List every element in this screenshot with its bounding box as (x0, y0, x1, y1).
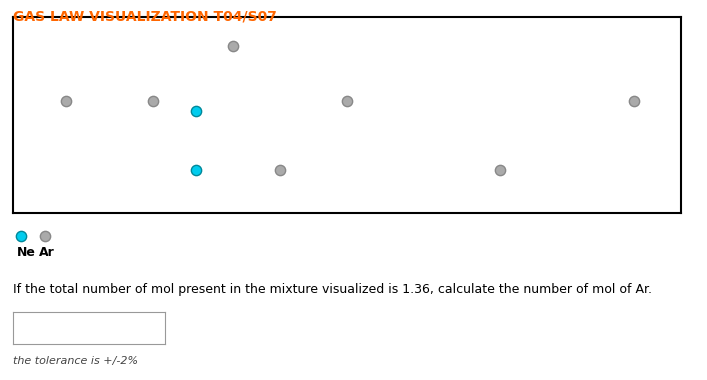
Point (629, 98, 640, 104)
Text: If the total number of mol present in the mixture visualized is 1.36, calculate : If the total number of mol present in th… (13, 283, 652, 296)
Point (228, 43, 239, 49)
Point (61, 98, 72, 104)
Point (495, 167, 506, 173)
Point (191, 108, 202, 114)
Text: Ar: Ar (39, 246, 55, 259)
Text: GAS LAW VISUALIZATION T04/S07: GAS LAW VISUALIZATION T04/S07 (13, 10, 276, 24)
Point (39, 233, 50, 239)
Point (16, 233, 27, 239)
Text: the tolerance is +/-2%: the tolerance is +/-2% (13, 356, 138, 366)
Point (341, 98, 353, 104)
Point (191, 167, 202, 173)
Text: Ne: Ne (17, 246, 36, 259)
Point (274, 167, 286, 173)
Point (147, 98, 158, 104)
